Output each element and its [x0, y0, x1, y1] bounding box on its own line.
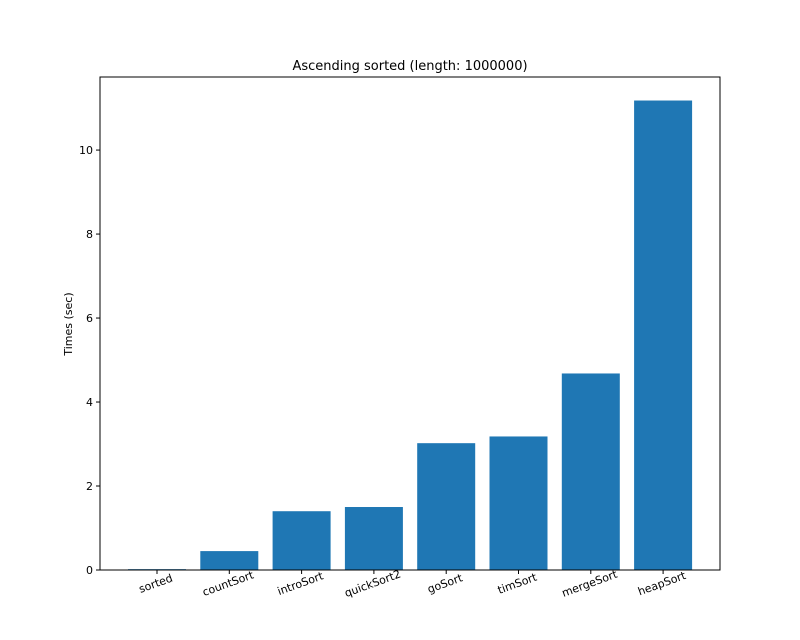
x-tick-label: heapSort	[636, 569, 688, 599]
bar-mergeSort	[561, 373, 620, 570]
x-tick-label: introSort	[276, 569, 326, 598]
bar-heapSort	[634, 100, 693, 571]
bar-goSort	[417, 443, 476, 570]
y-tick-label: 6	[86, 312, 93, 325]
y-tick-label: 10	[79, 144, 93, 157]
bar-introSort	[272, 511, 331, 570]
x-tick-label: quickSort2	[343, 568, 403, 600]
x-tick-label: mergeSort	[560, 567, 620, 599]
y-tick-label: 0	[86, 564, 93, 577]
y-axis-ticks: 0 2 4 6 8 10	[79, 144, 100, 577]
bars-group	[128, 100, 693, 571]
x-tick-label: countSort	[201, 568, 256, 599]
x-tick-label: goSort	[426, 571, 465, 596]
bar-quickSort2	[344, 507, 403, 570]
chart-title: Ascending sorted (length: 1000000)	[292, 59, 527, 74]
y-tick-label: 8	[86, 228, 93, 241]
y-axis-label: Times (sec)	[62, 292, 75, 356]
bar-timSort	[489, 436, 548, 570]
y-tick-label: 2	[86, 480, 93, 493]
bar-countSort	[200, 551, 259, 570]
y-tick-label: 4	[86, 396, 93, 409]
x-axis-ticks: sorted countSort introSort quickSort2 goSort…	[137, 567, 688, 599]
plot-frame	[99, 76, 721, 571]
x-tick-label: sorted	[137, 572, 174, 596]
x-tick-label: timSort	[496, 570, 539, 596]
